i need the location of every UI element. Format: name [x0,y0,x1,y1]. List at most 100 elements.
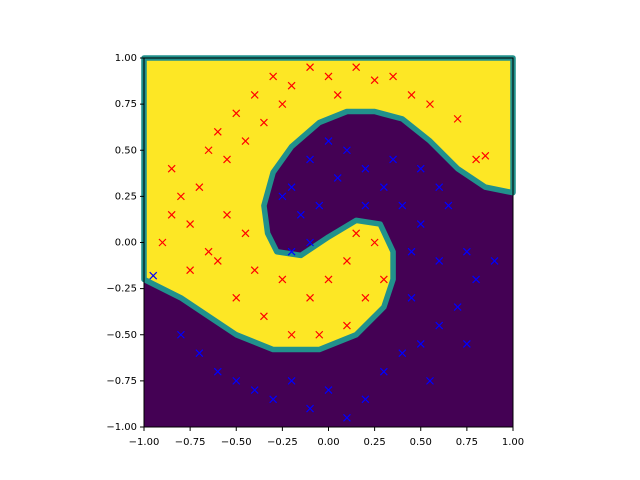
point [232,376,241,385]
point [343,146,351,155]
point [278,275,287,284]
point [435,257,444,265]
x-tick-label: 1.00 [502,437,524,448]
point [204,146,213,155]
point [379,183,388,192]
x-tick-label: −0.50 [221,437,252,448]
point [389,72,397,81]
y-tick-label: −0.25 [106,284,137,295]
point [416,220,425,228]
point [306,63,314,72]
point [379,367,388,376]
decision-region [141,55,516,353]
point [269,72,278,81]
point [370,238,379,247]
point [250,266,259,275]
point [167,210,176,219]
x-tick-label: −0.75 [175,437,206,448]
point [195,183,204,192]
point [204,247,213,256]
point [407,90,416,99]
y-tick-label: −0.75 [106,376,137,387]
x-tick-label: −0.25 [267,437,298,448]
point [426,100,434,109]
point [333,174,342,182]
point [315,330,324,339]
y-tick-label: 0.00 [115,238,137,249]
y-tick-label: −1.00 [106,422,137,433]
point [324,275,333,284]
point [176,330,185,339]
point [306,293,314,302]
point [306,238,314,247]
point [453,114,462,123]
point [213,367,222,376]
point [250,90,259,99]
point [389,155,397,164]
point [343,413,351,422]
point [186,266,195,275]
class-region [141,55,516,353]
point [416,340,425,348]
point [296,210,305,219]
point [361,395,370,404]
point [158,238,167,247]
x-tick-label: −1.00 [129,437,160,448]
point [260,118,268,127]
point [481,151,490,160]
point [352,63,361,72]
x-tick-label: 0.75 [456,437,478,448]
point [195,349,204,358]
point [453,303,462,311]
point [287,376,296,385]
point [398,349,407,358]
point [213,127,222,136]
point [306,155,314,164]
point [490,257,499,265]
point [167,164,176,173]
x-tick-label: 0.00 [317,437,339,448]
point [176,192,185,201]
point [241,229,250,238]
point [435,321,444,330]
point [472,275,481,284]
point [232,293,241,302]
point [398,201,407,210]
point [407,293,416,302]
point [241,137,250,145]
point [343,321,351,330]
point [370,76,379,85]
point [352,229,361,238]
point [324,72,333,81]
point [324,137,333,145]
y-tick-label: −0.50 [106,330,137,341]
y-tick-label: 0.50 [115,145,137,156]
point [315,201,324,210]
point [278,100,287,109]
point [462,247,471,256]
point [287,247,296,256]
x-tick-label: 0.50 [410,437,432,448]
point [269,395,278,404]
point [232,109,241,118]
point [223,155,231,164]
point [361,293,370,302]
point [149,271,158,280]
point [287,330,296,339]
point [260,312,268,321]
y-tick-label: 0.25 [115,191,137,202]
point [306,404,314,413]
point [186,220,195,228]
point [435,183,444,192]
point [287,183,296,192]
point [333,90,342,99]
point [361,201,370,210]
point [250,386,259,395]
point [324,386,333,395]
point [379,275,388,284]
point [462,340,471,348]
point [213,257,222,265]
point [416,164,425,173]
